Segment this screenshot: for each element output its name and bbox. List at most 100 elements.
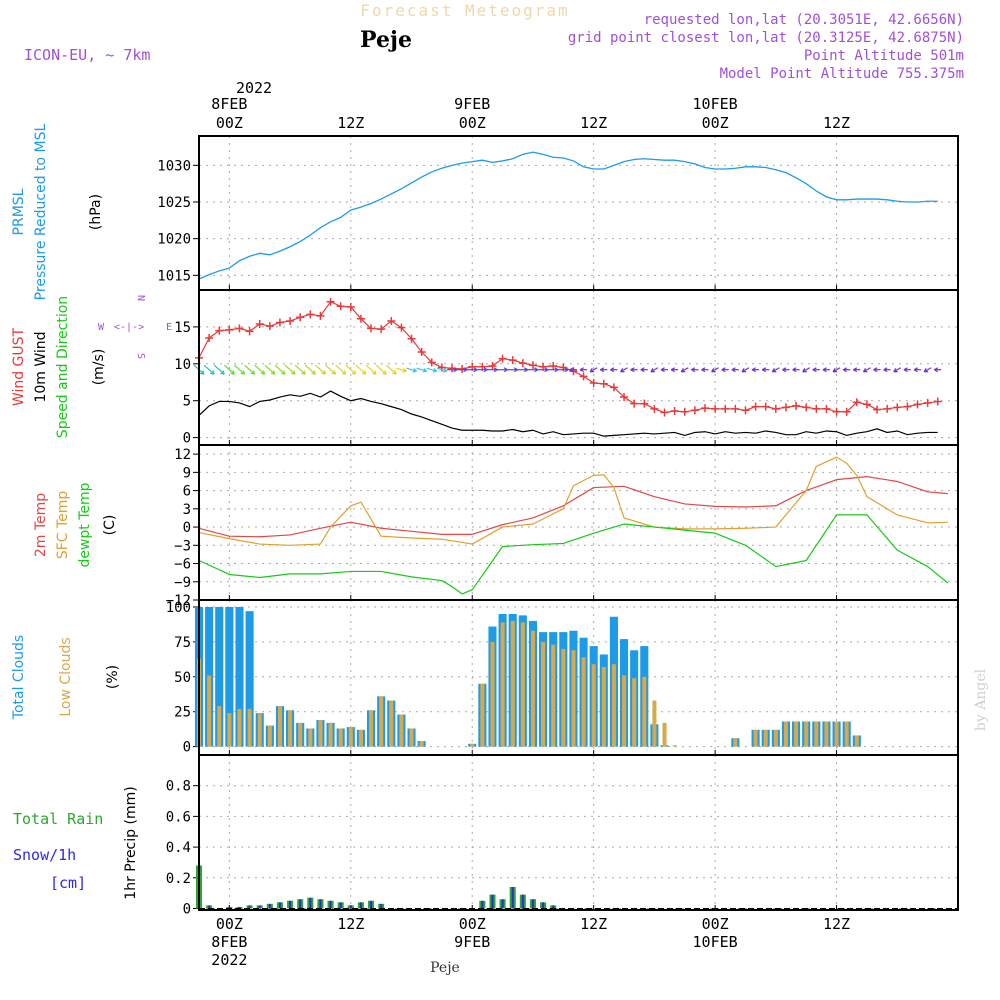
gust-marker: [903, 402, 912, 411]
location-title: Peje: [360, 27, 412, 53]
wind-direction-arrow: [304, 364, 316, 375]
wind-direction-arrow: [436, 367, 448, 372]
ytick-label: 50: [174, 670, 191, 686]
gust-marker: [599, 379, 608, 388]
gust-marker: [802, 403, 811, 412]
gust-marker: [731, 404, 740, 413]
wind-direction-arrow: [406, 367, 417, 372]
wind-arrow-head: [933, 367, 939, 373]
wind-arrow-head: [701, 367, 706, 373]
snow-bar: [491, 894, 494, 909]
wind-direction-arrow: [863, 367, 871, 373]
gust-marker: [670, 407, 679, 416]
gust-marker: [822, 404, 831, 413]
gust-marker: [913, 400, 922, 409]
wind-direction-arrow: [416, 367, 427, 372]
ytick-label: 1030: [157, 158, 191, 174]
wind-arrow-head: [721, 367, 726, 373]
wind-arrow-head: [893, 367, 898, 373]
low-clouds-bar: [480, 683, 485, 747]
bottom-hour-label: 00Z: [216, 915, 243, 933]
low-clouds-bar: [773, 729, 778, 747]
low-clouds-bar: [399, 714, 404, 747]
low-clouds-bar: [571, 650, 576, 747]
wind-direction-arrow: [711, 367, 719, 373]
wind-direction-arrow: [620, 367, 628, 373]
low-clouds-bar: [581, 657, 586, 747]
ytick-label: 1025: [157, 195, 191, 211]
wind-arrow-head: [731, 367, 736, 373]
ytick-label: 1020: [157, 232, 191, 248]
ytick-label: −9: [174, 575, 191, 591]
gust-marker: [508, 356, 517, 365]
wind-direction-arrow: [335, 364, 347, 375]
panel-frame: [198, 444, 959, 601]
dewpt-label: dewpt Temp: [77, 482, 93, 567]
wind-arrow-head: [792, 367, 797, 373]
wind-arrow-head: [660, 367, 665, 373]
low-clouds-bar: [824, 721, 829, 747]
gust-marker: [620, 393, 629, 402]
total-clouds-bar: [245, 611, 254, 747]
wind-arrow-head: [741, 367, 746, 373]
top-hour-label: 12Z: [337, 114, 364, 132]
bottom-hour-label: 00Z: [459, 915, 486, 933]
sfc-label: SFC Temp: [55, 491, 71, 560]
wind-arrow-head: [280, 370, 286, 375]
wind-arrow-head: [372, 370, 377, 375]
bottom-date-label: 10FEB: [693, 933, 738, 951]
ytick-label: 0: [183, 520, 191, 536]
pressure-label-1: PRMSL: [11, 188, 27, 235]
wind-arrow-head: [210, 370, 215, 375]
gust-marker: [296, 313, 305, 322]
wind-arrow-head: [513, 367, 519, 373]
low-clouds-bar: [338, 728, 343, 747]
ytick-label: 5: [183, 394, 191, 410]
low-clouds-bar: [379, 696, 384, 747]
wind-speed-line: [198, 390, 938, 437]
wind-arrow-head: [923, 367, 929, 373]
pressure-line: [198, 151, 938, 280]
wind-arrow-head: [680, 367, 686, 373]
wind-arrow-head: [442, 367, 448, 373]
wind-arrow-head: [630, 367, 635, 373]
ytick-label: 75: [174, 635, 191, 651]
wind-arrow-head: [650, 367, 655, 373]
wind-direction-arrow: [375, 364, 387, 375]
gust-marker: [336, 302, 345, 311]
wind-arrow-head: [483, 367, 488, 373]
wind-panel: Wind GUST 10m Wind Speed and Direction (…: [11, 289, 959, 447]
wind-arrow-head: [544, 367, 549, 373]
wind-arrow-head: [832, 367, 838, 373]
low-clouds-bar: [591, 664, 596, 747]
gust-marker: [346, 302, 355, 311]
wind-arrow-head: [771, 367, 777, 373]
bottom-date-label: 8FEB: [211, 933, 247, 951]
low-clouds-bar: [318, 720, 323, 747]
wind-arrow-head: [761, 367, 767, 373]
wind-direction-arrow: [650, 367, 659, 373]
snow-bar: [359, 902, 362, 909]
wind-arrow-head: [240, 370, 246, 375]
snow-bar: [339, 902, 342, 909]
model-label: ICON-EU, ~ 7km: [24, 46, 150, 64]
wind-arrow-head: [564, 367, 569, 373]
wind-arrow-head: [589, 367, 595, 373]
wind-direction-arrow: [284, 364, 296, 375]
ytick-label: 10: [174, 357, 191, 373]
low-clouds-bar: [844, 721, 849, 747]
wind-arrow-head: [802, 367, 807, 373]
low-clouds-bar: [298, 722, 303, 747]
compass-legend: W <-|-> E N S: [98, 295, 172, 359]
wind-arrow-head: [392, 370, 397, 375]
precip-unit: 1hr Precip (mm): [123, 786, 139, 899]
total-clouds-bar: [215, 606, 224, 747]
low-clouds-bar: [541, 641, 546, 747]
gust-marker: [377, 325, 386, 334]
ytick-label: 3: [183, 502, 191, 518]
gust-marker: [923, 398, 932, 407]
sfc-temp-line: [198, 456, 948, 546]
wind-arrow-head: [782, 367, 787, 373]
gust-line: [198, 301, 938, 414]
